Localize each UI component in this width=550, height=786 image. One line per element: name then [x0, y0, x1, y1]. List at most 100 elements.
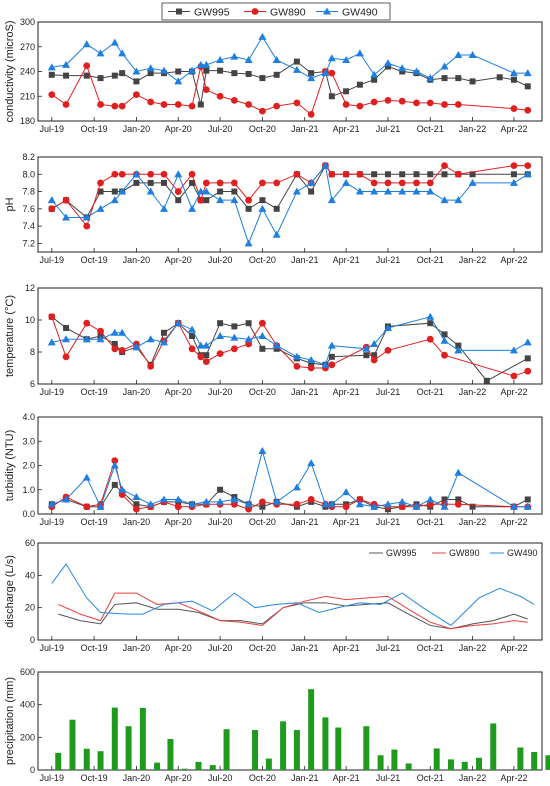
- data-point: [293, 170, 301, 178]
- precipitation-bar: [293, 729, 300, 770]
- data-point: [355, 187, 364, 195]
- data-point: [413, 171, 420, 178]
- data-point: [160, 170, 168, 178]
- data-point: [356, 81, 363, 88]
- data-point: [328, 69, 336, 77]
- data-point: [293, 363, 301, 370]
- data-point: [384, 179, 392, 187]
- x-tick-label: Oct-21: [417, 517, 444, 527]
- data-point: [509, 178, 518, 186]
- series-line: [51, 164, 528, 219]
- x-tick-label: Jul-20: [208, 124, 233, 134]
- x-tick-label: Apr-20: [165, 387, 192, 397]
- data-point: [244, 500, 253, 508]
- data-point: [355, 49, 364, 57]
- data-point: [175, 197, 182, 204]
- x-tick-label: Jan-22: [459, 124, 487, 134]
- data-point: [119, 70, 126, 77]
- x-tick-label: Oct-19: [81, 517, 108, 527]
- precipitation-bar: [181, 768, 188, 770]
- x-tick-label: Jan-22: [459, 517, 487, 527]
- x-tick-label: Apr-20: [165, 124, 192, 134]
- data-point: [398, 187, 407, 195]
- data-point: [427, 171, 434, 178]
- data-point: [132, 343, 141, 351]
- data-point: [133, 179, 140, 186]
- x-tick-label: Jan-21: [291, 387, 319, 397]
- data-point: [244, 55, 253, 63]
- x-tick-label: Jul-21: [376, 773, 401, 783]
- panel-legend-item-gw890: GW890: [432, 548, 480, 558]
- x-tick-label: Apr-21: [333, 643, 360, 653]
- data-point: [111, 345, 119, 353]
- data-point: [132, 67, 141, 75]
- data-point: [174, 495, 183, 503]
- x-tick-label: Apr-22: [500, 255, 527, 265]
- precipitation-bar: [139, 707, 146, 770]
- series-gw995: [48, 58, 531, 108]
- data-point: [273, 179, 281, 187]
- data-point: [111, 481, 118, 488]
- data-point: [371, 76, 378, 83]
- x-tick-label: Jul-20: [208, 773, 233, 783]
- data-point: [188, 102, 196, 110]
- data-point: [398, 497, 407, 505]
- x-tick-label: Jul-19: [40, 387, 65, 397]
- data-point: [230, 196, 239, 204]
- data-point: [370, 179, 378, 187]
- data-point: [160, 495, 168, 503]
- x-tick-label: Oct-21: [417, 124, 444, 134]
- data-point: [356, 170, 364, 178]
- data-point: [509, 69, 518, 77]
- data-point: [327, 500, 336, 508]
- data-point: [174, 319, 183, 327]
- data-point: [308, 70, 315, 77]
- data-point: [230, 333, 239, 341]
- data-point: [356, 496, 364, 503]
- data-point: [258, 32, 267, 40]
- data-point: [454, 196, 463, 204]
- x-tick-label: Jan-22: [459, 773, 487, 783]
- data-point: [308, 188, 315, 195]
- data-point: [426, 335, 434, 343]
- data-point: [441, 496, 448, 503]
- data-point: [245, 505, 253, 513]
- x-tick-label: Jan-21: [291, 517, 319, 527]
- data-point: [384, 96, 392, 104]
- data-point: [188, 345, 196, 353]
- data-point: [245, 205, 252, 212]
- series-gw490: [47, 312, 532, 368]
- data-point: [398, 64, 407, 72]
- data-point: [202, 187, 211, 195]
- data-point: [160, 338, 168, 346]
- precipitation-bar: [490, 723, 497, 770]
- data-point: [82, 473, 91, 481]
- data-point: [174, 77, 183, 85]
- legend-label: GW490: [342, 7, 378, 19]
- data-point: [524, 83, 531, 90]
- data-point: [469, 503, 476, 510]
- data-point: [523, 338, 532, 346]
- x-tick-label: Apr-22: [500, 124, 527, 134]
- data-point: [273, 102, 281, 110]
- data-point: [82, 213, 91, 221]
- legend-item-gw490: GW490: [316, 7, 378, 19]
- legend-label: GW995: [194, 7, 230, 19]
- data-point: [188, 325, 197, 333]
- data-point: [133, 78, 140, 85]
- data-point: [454, 170, 462, 178]
- data-point: [321, 500, 330, 508]
- data-point: [455, 75, 462, 82]
- data-point: [118, 491, 126, 498]
- series-gw890: [58, 592, 528, 630]
- data-point: [175, 68, 182, 75]
- x-tick-label: Jan-22: [459, 643, 487, 653]
- data-point: [147, 179, 154, 186]
- data-point: [342, 101, 350, 108]
- data-point: [111, 188, 118, 195]
- x-tick-label: Oct-21: [417, 773, 444, 783]
- data-point: [216, 196, 225, 204]
- x-tick-label: Apr-20: [165, 773, 192, 783]
- data-point: [97, 327, 104, 335]
